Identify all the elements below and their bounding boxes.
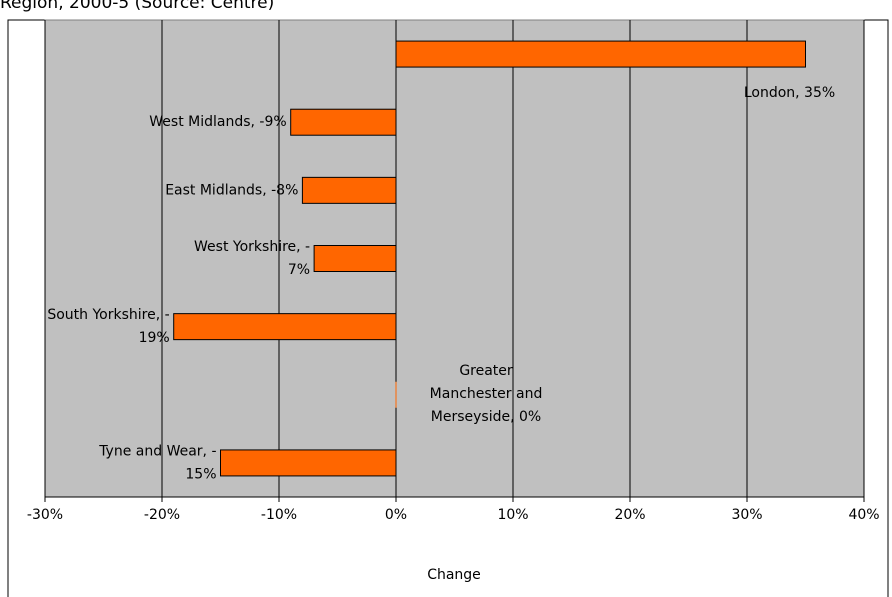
chart-title: Region, 2000-5 (Source: Centre) [0,0,274,13]
x-axis-label: Change [427,567,481,583]
x-tick-label: 10% [497,507,528,523]
x-tick-label: 20% [614,507,645,523]
x-tick-label: -30% [27,507,63,523]
data-label: South Yorkshire, -19% [47,307,169,346]
data-label: West Midlands, -9% [149,114,286,130]
bar [301,176,397,204]
bar [313,245,397,272]
bar [220,449,397,477]
data-label: West Yorkshire, -7% [194,239,310,278]
data-label: Tyne and Wear, -15% [98,443,216,482]
bar [395,40,806,68]
x-tick-label: 40% [848,507,879,523]
data-label: London, 35% [744,85,835,101]
x-tick-label: -20% [144,507,180,523]
bar [290,108,397,136]
x-tick-label: -10% [261,507,297,523]
data-label: East Midlands, -8% [165,182,298,198]
bar [173,313,397,341]
plot-area [44,19,865,498]
x-tick-label: 30% [731,507,762,523]
x-tick-label: 0% [385,507,407,523]
data-label: Greater Manchester and Merseyside, 0% [430,363,543,425]
